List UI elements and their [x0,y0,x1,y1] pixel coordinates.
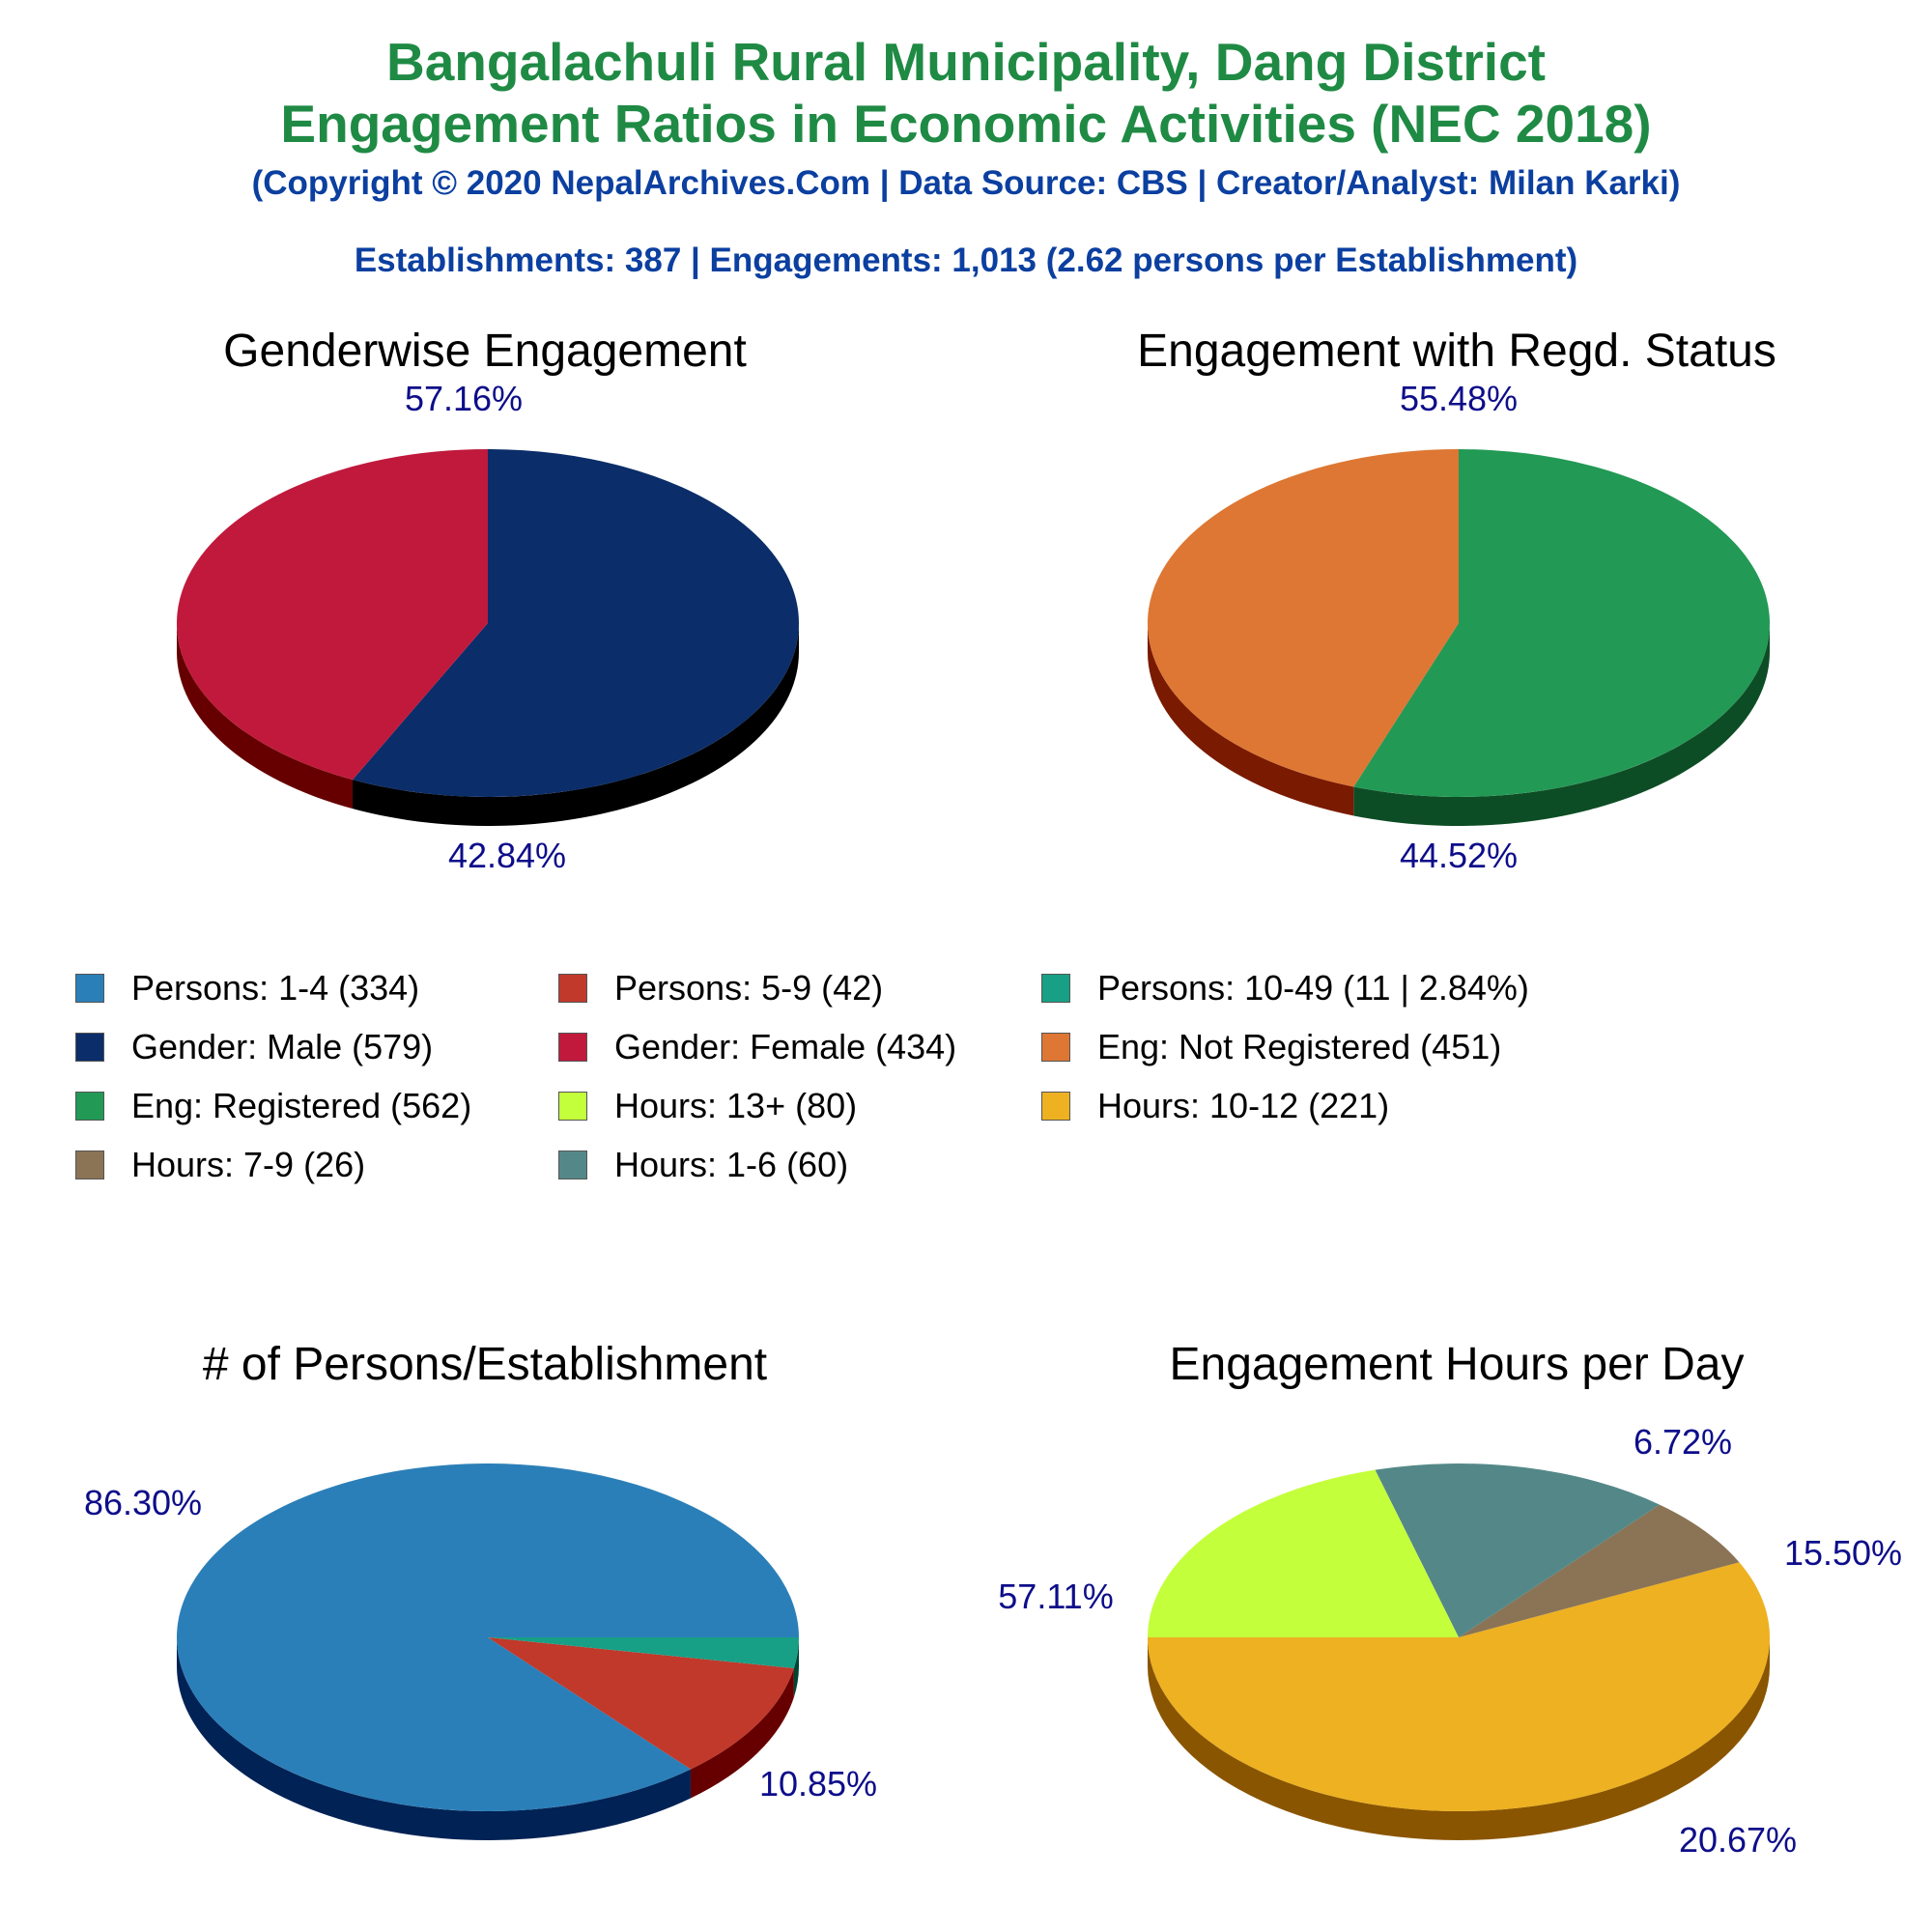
legend-item: Persons: 5-9 (42) [558,968,884,1008]
legend-label: Gender: Female (434) [614,1027,957,1066]
legend-swatch [558,1033,587,1062]
pie-chart-hours: 57.11% 6.72% 15.50% 20.67% [998,1422,1902,1860]
legend-item: Eng: Not Registered (451) [1041,1027,1502,1066]
legend-swatch [558,1092,587,1121]
legend-label: Eng: Registered (562) [131,1086,472,1125]
pie-slice [177,449,488,781]
pie-side-wall [1148,623,1354,816]
summary-line: Establishments: 387 | Engagements: 1,013… [354,242,1578,279]
pie-percent-label: 10.85% [759,1764,877,1804]
legend-item: Persons: 10-49 (11 | 2.84%) [1041,968,1529,1008]
pie-chart-gender: 57.16% 42.84% [177,379,800,875]
legend-item: Eng: Registered (562) [75,1086,472,1125]
legend-label: Persons: 10-49 (11 | 2.84%) [1097,968,1529,1008]
pie-percent-label: 20.67% [1679,1820,1797,1860]
pie-chart-registration: 55.48% 44.52% [1148,379,1771,875]
pie-side-wall [353,623,799,826]
pie-percent-label: 44.52% [1400,836,1518,875]
legend-item: Gender: Female (434) [558,1027,957,1066]
pie-percent-label: 57.11% [998,1577,1113,1616]
pie-percent-label: 57.16% [405,379,523,418]
pie-slice [1148,1469,1459,1637]
legend-swatch [1041,974,1070,1003]
pie-side-wall [1148,1637,1770,1840]
main-title-line1: Bangalachuli Rural Municipality, Dang Di… [385,32,1546,92]
pie-side-wall [1353,623,1770,826]
pie-slice [488,1637,794,1770]
pie-percent-label: 86.30% [84,1483,202,1522]
pie-slice [488,1637,800,1668]
pie-side-wall [176,1637,691,1840]
legend-label: Eng: Not Registered (451) [1097,1027,1502,1066]
pie-slice [1353,449,1771,798]
legend-item: Hours: 13+ (80) [558,1086,858,1125]
legend-label: Persons: 5-9 (42) [614,968,884,1008]
pie-percent-label: 6.72% [1634,1422,1732,1462]
pie-percent-label: 55.48% [1400,379,1518,418]
legend-swatch [1041,1092,1070,1121]
copyright-line: (Copyright © 2020 NepalArchives.Com | Da… [251,164,1681,202]
legend-label: Hours: 10-12 (221) [1097,1086,1390,1125]
legend-swatch [75,1092,104,1121]
legend-item: Hours: 1-6 (60) [558,1145,849,1184]
legend-swatch [75,1151,104,1179]
legend-swatch [75,974,104,1003]
pie-side-wall [690,1667,794,1799]
legend-label: Persons: 1-4 (334) [131,968,420,1008]
legend-swatch [75,1033,104,1062]
legend-label: Hours: 7-9 (26) [131,1145,366,1184]
chart-title-hours: Engagement Hours per Day [1169,1339,1745,1390]
chart-title-registration: Engagement with Regd. Status [1137,326,1776,377]
pie-side-wall [177,623,354,810]
legend-item: Gender: Male (579) [75,1027,434,1066]
pie-percent-label: 42.84% [448,836,566,875]
chart-title-persons: # of Persons/Establishment [202,1339,768,1390]
main-title-line2: Engagement Ratios in Economic Activities… [280,94,1652,154]
legend-swatch [558,1151,587,1179]
pie-chart-persons: 86.30% 10.85% [84,1463,877,1840]
pie-slice [1459,1504,1740,1637]
legend-swatch [558,974,587,1003]
pie-slice [1375,1463,1660,1637]
pie-slice [353,449,800,798]
legend-item: Persons: 1-4 (334) [75,968,420,1008]
chart-title-gender: Genderwise Engagement [223,326,747,377]
pie-slice [1148,1562,1770,1811]
pie-slice [1148,449,1459,787]
pie-percent-label: 15.50% [1784,1533,1902,1573]
legend-label: Gender: Male (579) [131,1027,434,1066]
legend-item: Hours: 7-9 (26) [75,1145,366,1184]
legend-item: Hours: 10-12 (221) [1041,1086,1390,1125]
legend-swatch [1041,1033,1070,1062]
legend-label: Hours: 1-6 (60) [614,1145,849,1184]
legend-label: Hours: 13+ (80) [614,1086,858,1125]
pie-side-wall [793,1637,800,1697]
